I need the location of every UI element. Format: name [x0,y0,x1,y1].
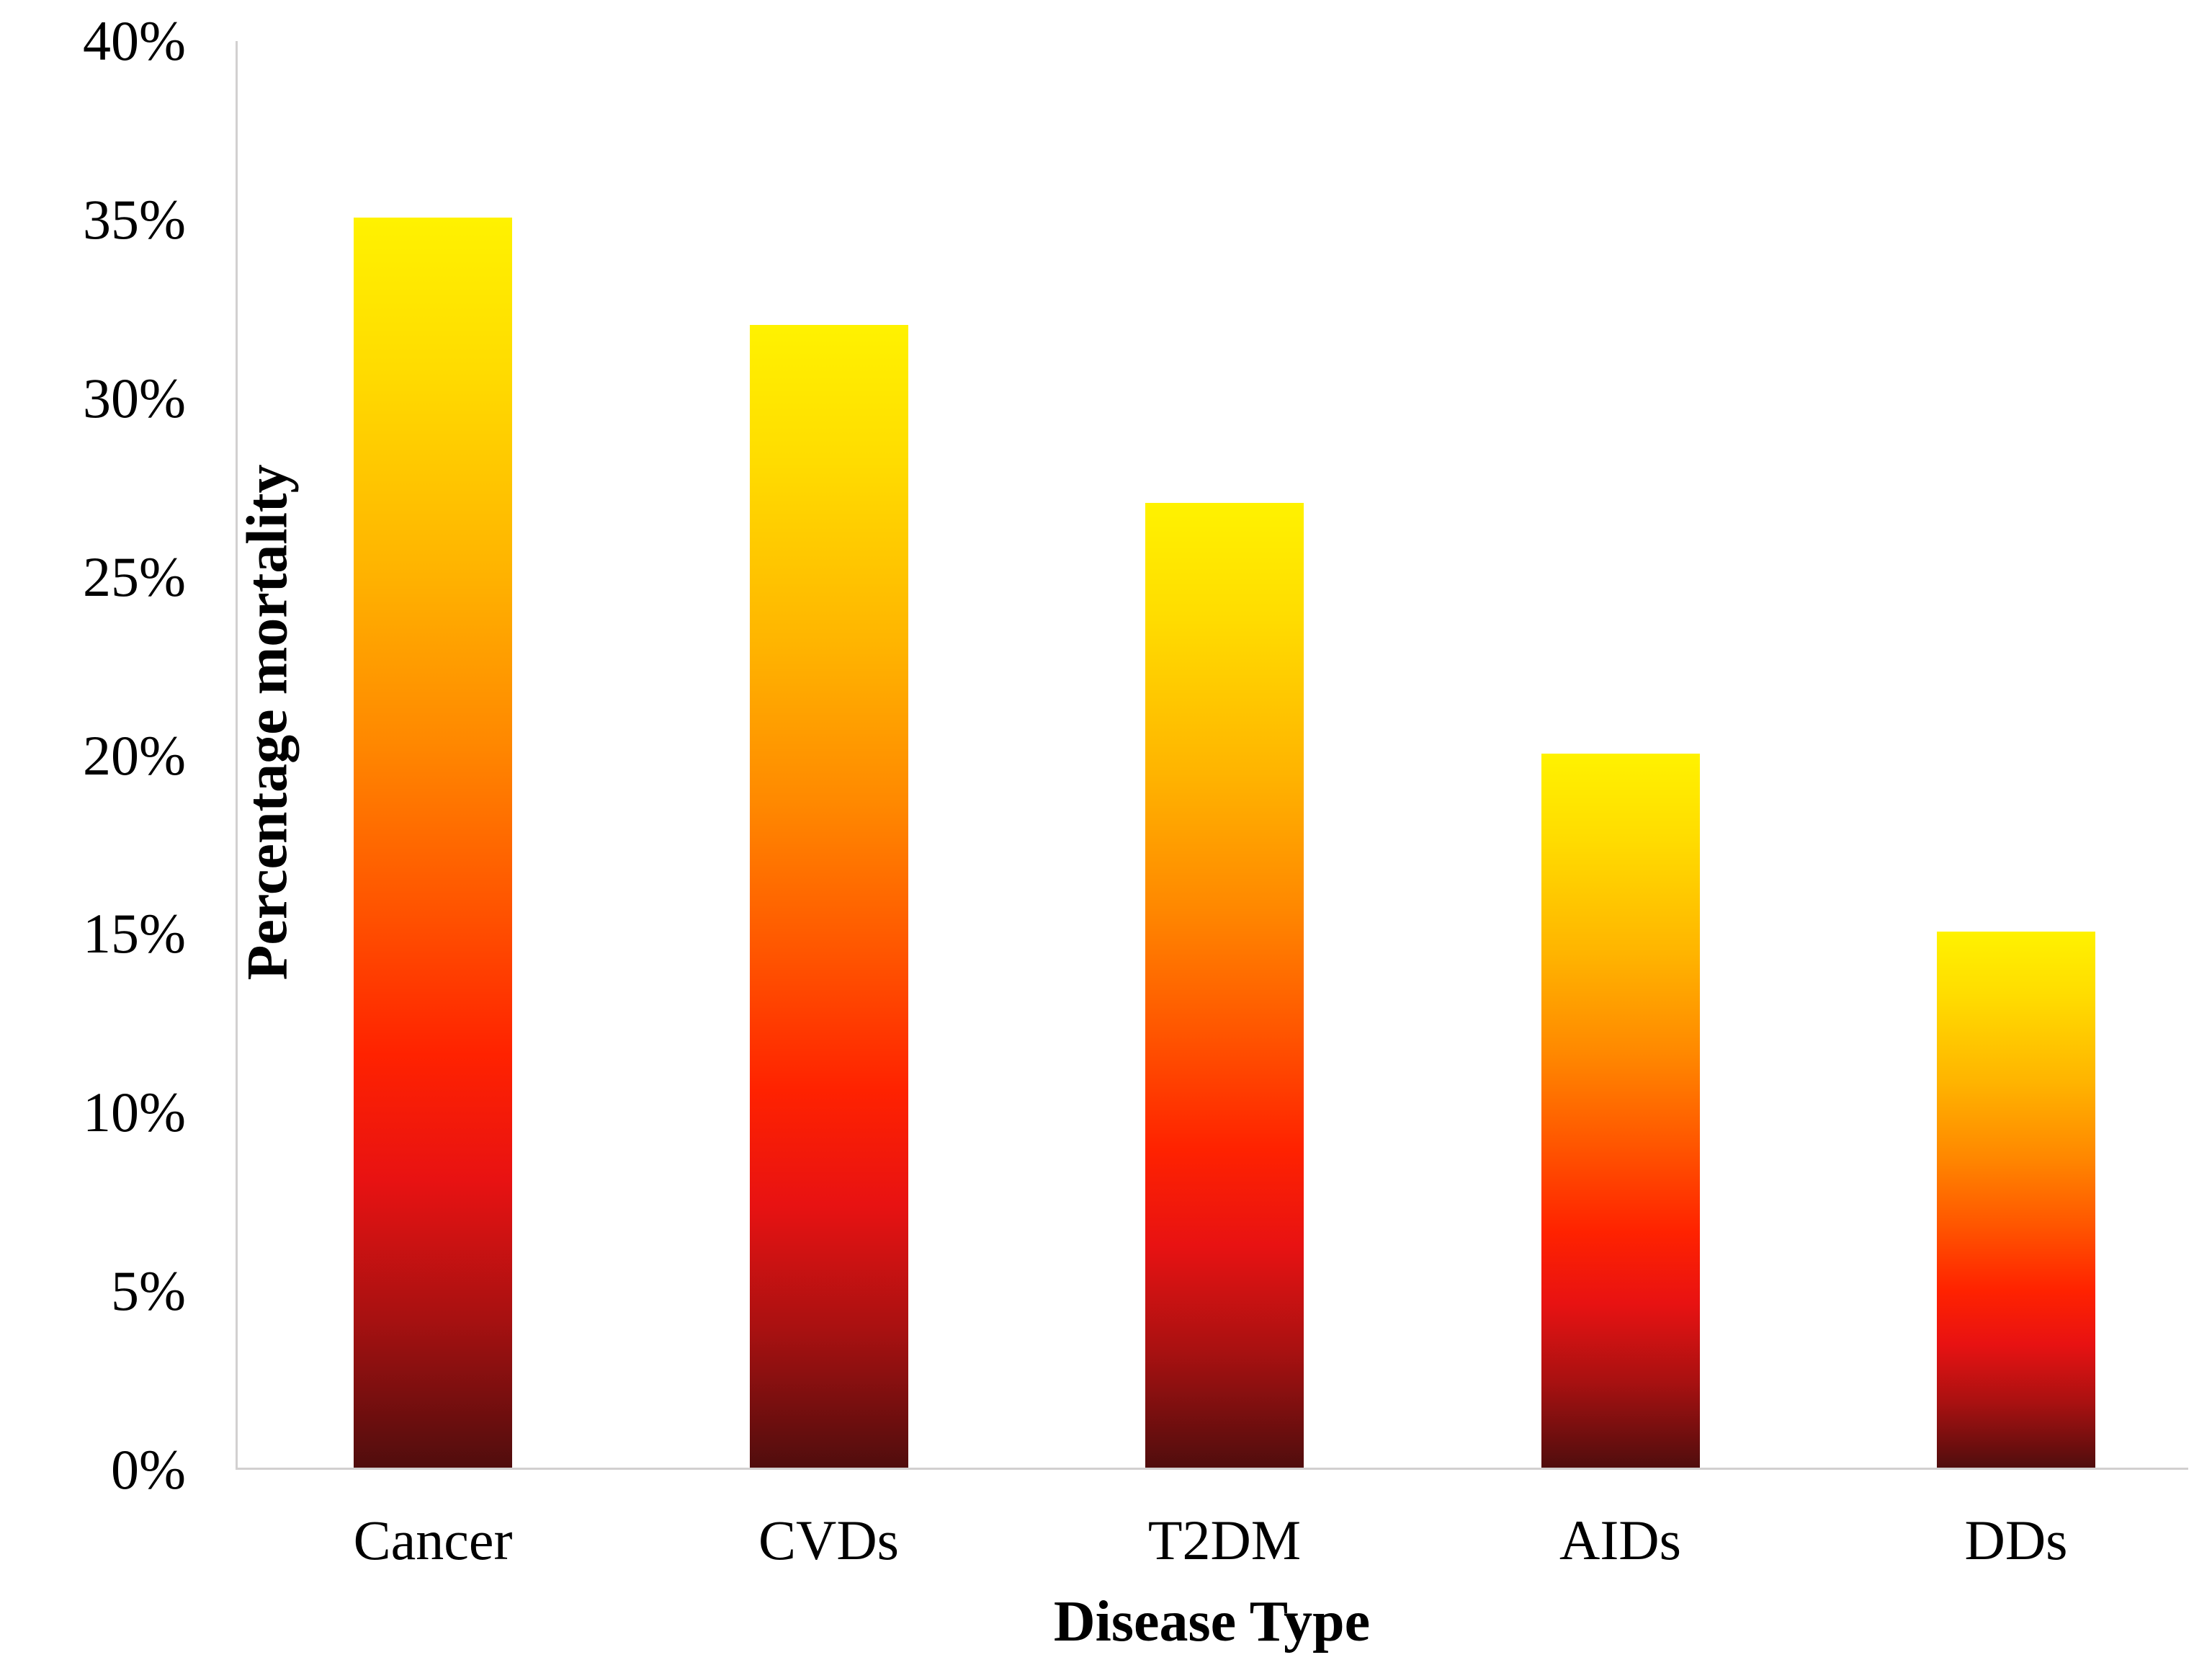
y-tick-label: 30% [83,366,186,429]
x-category-label-aids: AIDs [1559,1509,1681,1571]
y-tick-label: 25% [83,545,186,608]
y-tick-label: 20% [83,723,186,787]
x-axis-category-labels: Cancer CVDs T2DM AIDs DDs [236,1504,2188,1584]
bar-dds [1937,932,2095,1468]
bar-t2dm [1145,503,1304,1468]
y-tick-label: 35% [83,187,186,251]
y-tick-label: 15% [83,902,186,965]
bar-cvds [749,324,908,1468]
y-axis-tick-labels: 0% 5% 10% 15% 20% 25% 30% 35% 40% [0,9,186,1501]
x-category-label-cvds: CVDs [758,1509,900,1571]
plot-area [236,41,2188,1470]
y-tick-label: 5% [111,1259,186,1323]
x-category-label-dds: DDs [1964,1509,2068,1571]
x-category-label-cancer: Cancer [353,1509,513,1571]
y-tick-label: 0% [111,1438,186,1501]
y-tick-label: 40% [83,9,186,72]
y-tick-label: 10% [83,1081,186,1144]
bar-aids [1541,753,1700,1468]
x-category-label-t2dm: T2DM [1147,1509,1302,1571]
bar-cancer [354,217,512,1468]
x-axis-title: Disease Type [1053,1590,1371,1654]
